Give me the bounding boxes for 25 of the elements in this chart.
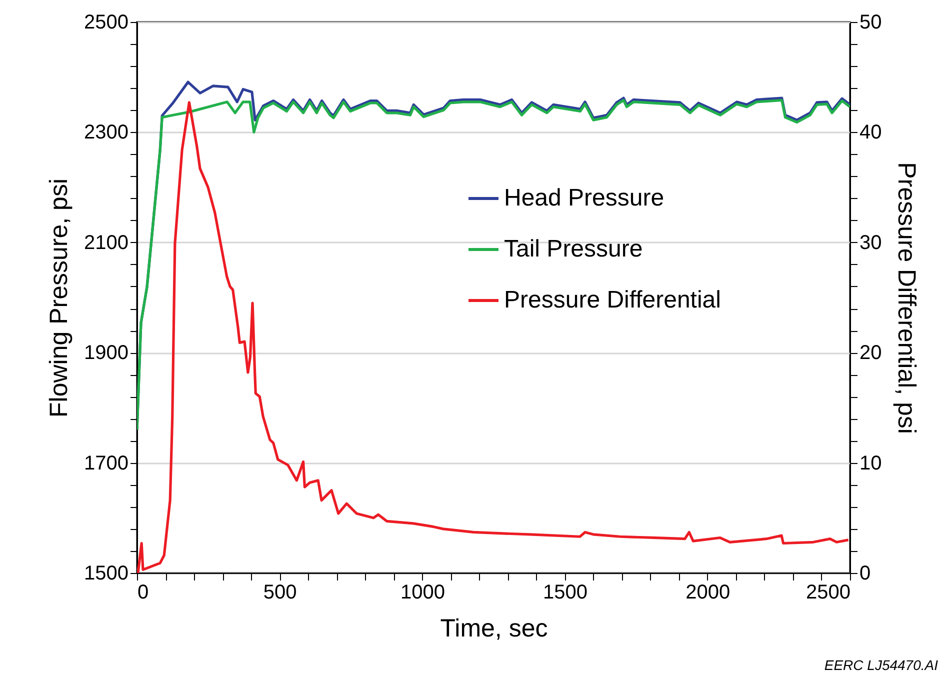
legend-label: Head Pressure (504, 184, 664, 212)
y-tick-label: 2100 (84, 232, 128, 254)
y2-tick-label: 40 (860, 122, 882, 144)
y-tick-label: 2500 (84, 12, 128, 34)
legend-label: Pressure Differential (504, 286, 721, 314)
x-tick-label: 2500 (806, 582, 850, 604)
x-tick-label: 500 (263, 582, 297, 604)
y2-axis-title: Pressure Differential, psi (892, 162, 921, 434)
y2-tick-label: 50 (860, 12, 882, 34)
y2-tick-label: 30 (860, 232, 882, 254)
x-tick-label: 1000 (400, 582, 445, 604)
y2-tick-label: 20 (860, 342, 882, 364)
y-axis-title: Flowing Pressure, psi (45, 178, 74, 418)
y-tick-label: 1700 (84, 452, 128, 474)
x-tick-label: 2000 (686, 582, 730, 604)
legend-label: Tail Pressure (504, 236, 643, 262)
y2-tick-label: 0 (860, 562, 871, 584)
y-tick-label: 2300 (84, 122, 128, 144)
text: EERC LJ54470.AI (824, 657, 938, 673)
y-tick-label: 1500 (84, 562, 128, 584)
y-tick-label: 1900 (84, 342, 128, 364)
y2-tick-label: 10 (860, 452, 882, 474)
x-tick-label: 0 (138, 582, 149, 604)
x-axis-title: Time, sec (440, 614, 548, 642)
x-tick-label: 1500 (543, 582, 588, 604)
